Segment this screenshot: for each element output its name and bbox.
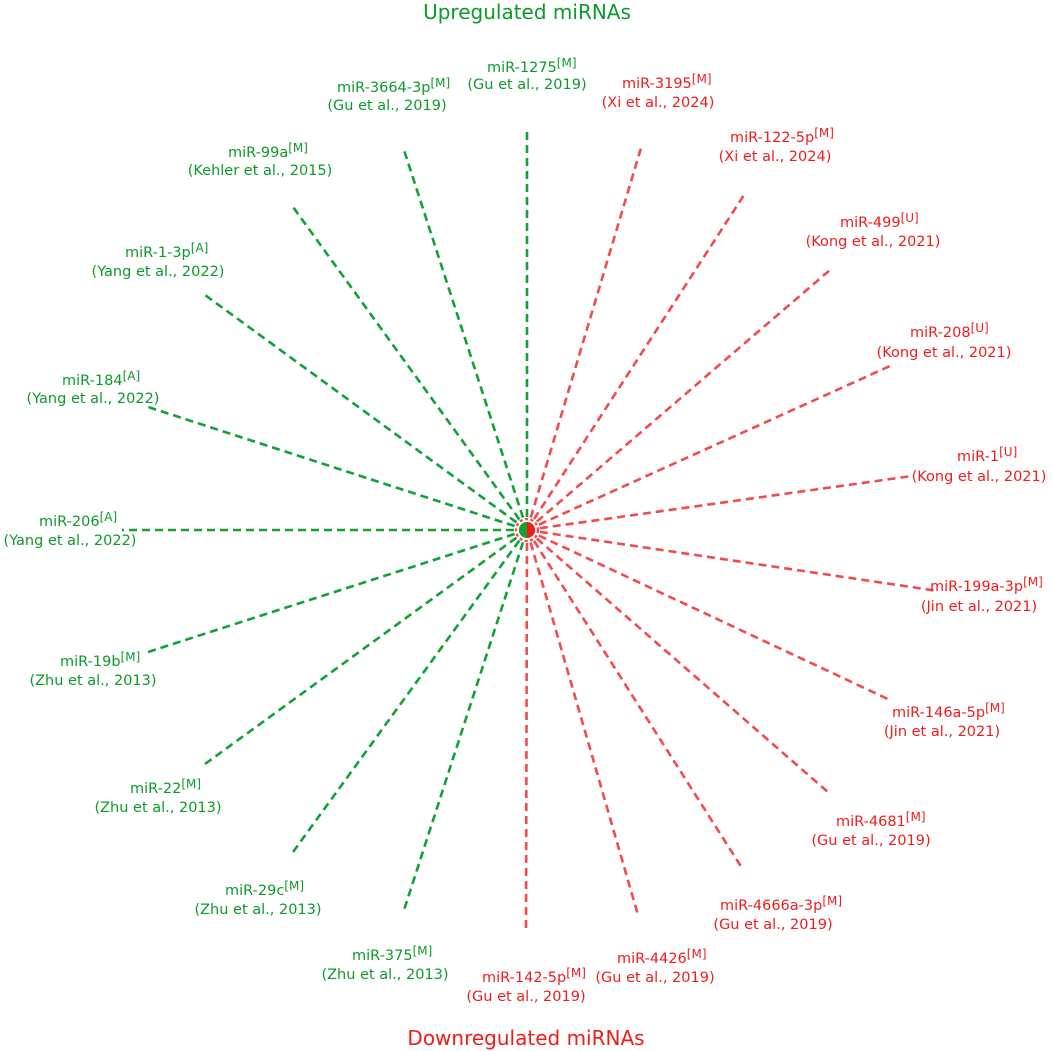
upregulated-mirna-reference: (Yang et al., 2022) [4,533,137,549]
downregulated-mirna-name: miR-146a-5p[M] [892,701,1005,721]
downregulated-mirna-reference: (Gu et al., 2019) [713,917,832,933]
upregulated-mirna-name: miR-206[A] [39,510,117,530]
downregulated-mirna-name: miR-4681[M] [836,810,926,830]
upregulated-mirna-reference: (Yang et al., 2022) [27,391,160,407]
upregulated-ray-4 [204,293,528,532]
upregulated-mirna-reference: (Zhu et al., 2013) [29,673,156,689]
upregulated-mirna-reference: (Zhu et al., 2013) [94,800,221,816]
label-group: miR-1275[M](Gu et al., 2019)miR-3664-3p[… [4,56,1047,1005]
upregulated-mirna-name: miR-1275[M] [487,56,577,76]
downregulated-mirna-name: miR-4426[M] [617,947,707,967]
downregulated-mirna-reference: (Xi et al., 2024) [602,95,715,111]
downregulated-mirna-name: miR-208[U] [910,321,989,341]
downregulated-ray-2 [525,194,746,531]
upregulated-mirna-name: miR-184[A] [62,369,140,389]
upregulated-mirna-reference: (Yang et al., 2022) [92,264,225,280]
upregulated-mirna-reference: (Zhu et al., 2013) [321,967,448,983]
upregulated-ray-9 [291,529,529,853]
downregulated-ray-8 [526,529,830,794]
downregulated-mirna-name: miR-1[U] [957,445,1017,465]
upregulated-mirna-name: miR-22[M] [130,777,201,797]
downregulated-mirna-reference: (Jin et al., 2021) [921,599,1037,615]
upregulated-mirna-reference: (Gu et al., 2019) [467,77,586,93]
upregulated-ray-3 [291,206,529,531]
upregulated-mirna-name: miR-19b[M] [60,650,140,670]
upregulated-title: Upregulated miRNAs [423,0,631,24]
upregulated-mirna-name: miR-99a[M] [228,141,308,161]
downregulated-mirna-name: miR-4666a-3p[M] [720,894,842,914]
upregulated-mirna-name: miR-29c[M] [225,879,304,899]
downregulated-mirna-reference: (Kong et al., 2021) [806,234,941,250]
ray-group [122,130,939,931]
downregulated-ray-7 [526,528,891,702]
downregulated-mirna-reference: (Xi et al., 2024) [719,149,832,165]
downregulated-ray-9 [525,529,744,869]
downregulated-ray-3 [526,269,831,531]
upregulated-mirna-reference: (Zhu et al., 2013) [194,902,321,918]
downregulated-mirna-reference: (Gu et al., 2019) [466,989,585,1005]
upregulated-mirna-name: miR-1-3p[A] [125,241,208,261]
upregulated-ray-5 [147,405,528,532]
upregulated-mirna-name: miR-375[M] [352,944,432,964]
upregulated-mirna-name: miR-3664-3p[M] [337,76,450,96]
downregulated-mirna-name: miR-3195[M] [622,72,712,92]
downregulated-ray-5 [526,474,913,532]
downregulated-mirna-reference: (Kong et al., 2021) [877,345,1012,361]
downregulated-mirna-name: miR-122-5p[M] [730,126,834,146]
upregulated-ray-2 [402,149,529,531]
downregulated-ray-4 [526,364,891,532]
upregulated-mirna-reference: (Kehler et al., 2015) [188,163,333,179]
downregulated-mirna-name: miR-142-5p[M] [482,966,586,986]
upregulated-ray-8 [204,528,528,766]
upregulated-mirna-reference: (Gu et al., 2019) [327,98,446,114]
upregulated-ray-10 [402,529,529,911]
downregulated-ray-1 [525,147,643,531]
downregulated-mirna-reference: (Gu et al., 2019) [811,833,930,849]
downregulated-mirna-name: miR-499[U] [840,211,919,231]
downregulated-mirna-name: miR-199a-3p[M] [930,575,1043,595]
upregulated-ray-7 [147,528,528,654]
downregulated-ray-11 [524,529,529,931]
downregulated-title: Downregulated miRNAs [407,1026,644,1050]
downregulated-ray-10 [525,529,640,916]
downregulated-mirna-reference: (Jin et al., 2021) [884,724,1000,740]
downregulated-ray-6 [526,528,939,593]
downregulated-mirna-reference: (Kong et al., 2021) [912,469,1047,485]
center-hub [514,517,540,543]
downregulated-mirna-reference: (Gu et al., 2019) [595,970,714,986]
